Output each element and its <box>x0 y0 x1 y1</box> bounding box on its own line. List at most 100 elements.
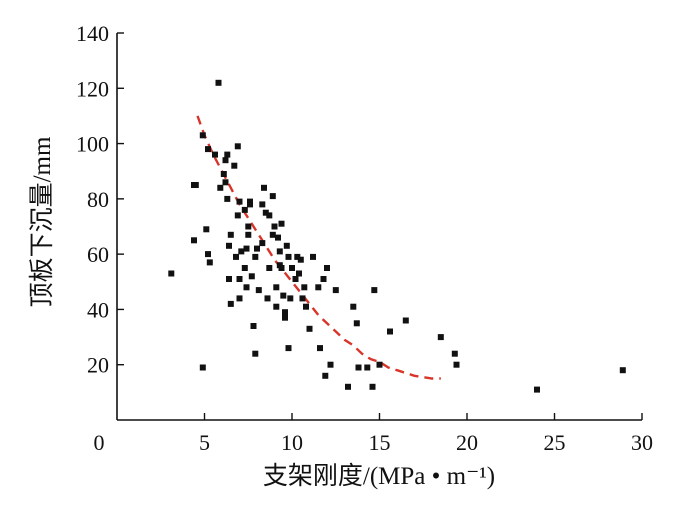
data-point <box>259 201 266 208</box>
data-point <box>296 270 302 277</box>
y-tick-label: 60 <box>87 242 109 267</box>
data-point <box>233 253 239 260</box>
data-point <box>324 265 330 271</box>
fit-curve <box>196 115 441 380</box>
data-point <box>245 231 252 238</box>
data-point <box>287 295 294 302</box>
data-point <box>283 242 290 249</box>
data-point <box>317 345 323 352</box>
data-point <box>355 364 362 371</box>
data-point <box>371 287 378 294</box>
fit-curve-layer <box>196 115 441 380</box>
data-point <box>345 383 351 390</box>
data-point <box>369 383 376 390</box>
data-point <box>226 276 232 282</box>
data-point <box>275 234 281 241</box>
data-point <box>278 265 285 271</box>
data-point <box>353 320 360 327</box>
data-point <box>236 295 243 302</box>
data-point <box>252 253 259 260</box>
data-point <box>250 323 257 329</box>
data-point <box>301 284 308 291</box>
data-point <box>310 253 316 260</box>
data-point <box>222 157 229 164</box>
data-point <box>320 276 327 282</box>
y-tick-label: 20 <box>87 353 109 378</box>
data-point <box>273 284 280 291</box>
data-point <box>266 212 273 219</box>
data-point <box>364 364 371 371</box>
data-point <box>402 317 409 324</box>
data-point <box>294 253 301 260</box>
data-point <box>224 195 231 202</box>
data-point <box>619 367 626 374</box>
data-point <box>227 300 234 307</box>
data-point <box>199 364 206 371</box>
data-point <box>285 253 292 260</box>
data-point <box>248 273 255 280</box>
data-point <box>206 259 213 266</box>
data-point <box>285 345 292 352</box>
data-point <box>276 248 283 255</box>
x-tick-label: 20 <box>456 430 478 455</box>
data-point <box>322 372 329 379</box>
data-point <box>236 198 243 205</box>
axes: 0 5 10 15 20 25 30 20 40 60 80 100 120 140 <box>76 21 653 455</box>
data-point <box>280 292 287 299</box>
data-point <box>261 184 267 191</box>
data-point <box>332 287 339 294</box>
data-point <box>289 265 295 271</box>
data-point <box>238 248 245 255</box>
data-point <box>243 284 250 291</box>
data-point <box>236 276 243 282</box>
data-point <box>245 223 252 230</box>
data-point <box>215 79 222 86</box>
data-point <box>350 303 357 310</box>
y-axis-title: 顶板下沉量/mm <box>28 136 56 307</box>
data-point <box>226 242 232 249</box>
data-point <box>451 350 458 357</box>
data-point <box>534 386 540 393</box>
x-tick-label: 15 <box>369 430 391 455</box>
data-points-layer <box>168 79 626 393</box>
data-point <box>191 237 197 244</box>
data-point <box>271 223 278 230</box>
data-point <box>376 361 383 368</box>
data-point <box>234 143 241 150</box>
data-point <box>241 206 248 213</box>
data-point <box>262 209 269 216</box>
data-point <box>224 151 231 158</box>
data-point <box>297 256 304 263</box>
data-point <box>254 245 260 252</box>
data-point <box>437 334 444 341</box>
y-tick-label: 40 <box>87 297 109 322</box>
data-point <box>205 146 211 153</box>
x-tick-label: 0 <box>94 430 105 455</box>
data-point <box>315 284 322 291</box>
x-axis-title: 支架刚度/(MPa • m⁻¹) <box>263 462 495 490</box>
data-point <box>264 295 271 302</box>
data-point <box>282 309 288 316</box>
data-point <box>247 201 253 208</box>
x-tick-label: 30 <box>631 430 653 455</box>
y-tick-label: 80 <box>87 187 109 212</box>
data-point <box>212 151 218 158</box>
y-tick-label: 100 <box>76 132 109 157</box>
data-point <box>306 325 313 332</box>
data-point <box>259 240 266 247</box>
data-point <box>220 171 227 177</box>
data-point <box>278 220 285 227</box>
x-tick-label: 25 <box>544 430 566 455</box>
data-point <box>231 162 238 169</box>
data-point <box>205 251 211 258</box>
data-point <box>217 184 224 191</box>
data-point <box>222 179 229 186</box>
data-point <box>192 182 199 188</box>
data-point <box>252 350 259 357</box>
x-tick-label: 10 <box>281 430 303 455</box>
data-point <box>292 276 299 282</box>
data-point <box>453 361 460 368</box>
data-point <box>299 295 306 302</box>
data-point <box>243 245 250 252</box>
